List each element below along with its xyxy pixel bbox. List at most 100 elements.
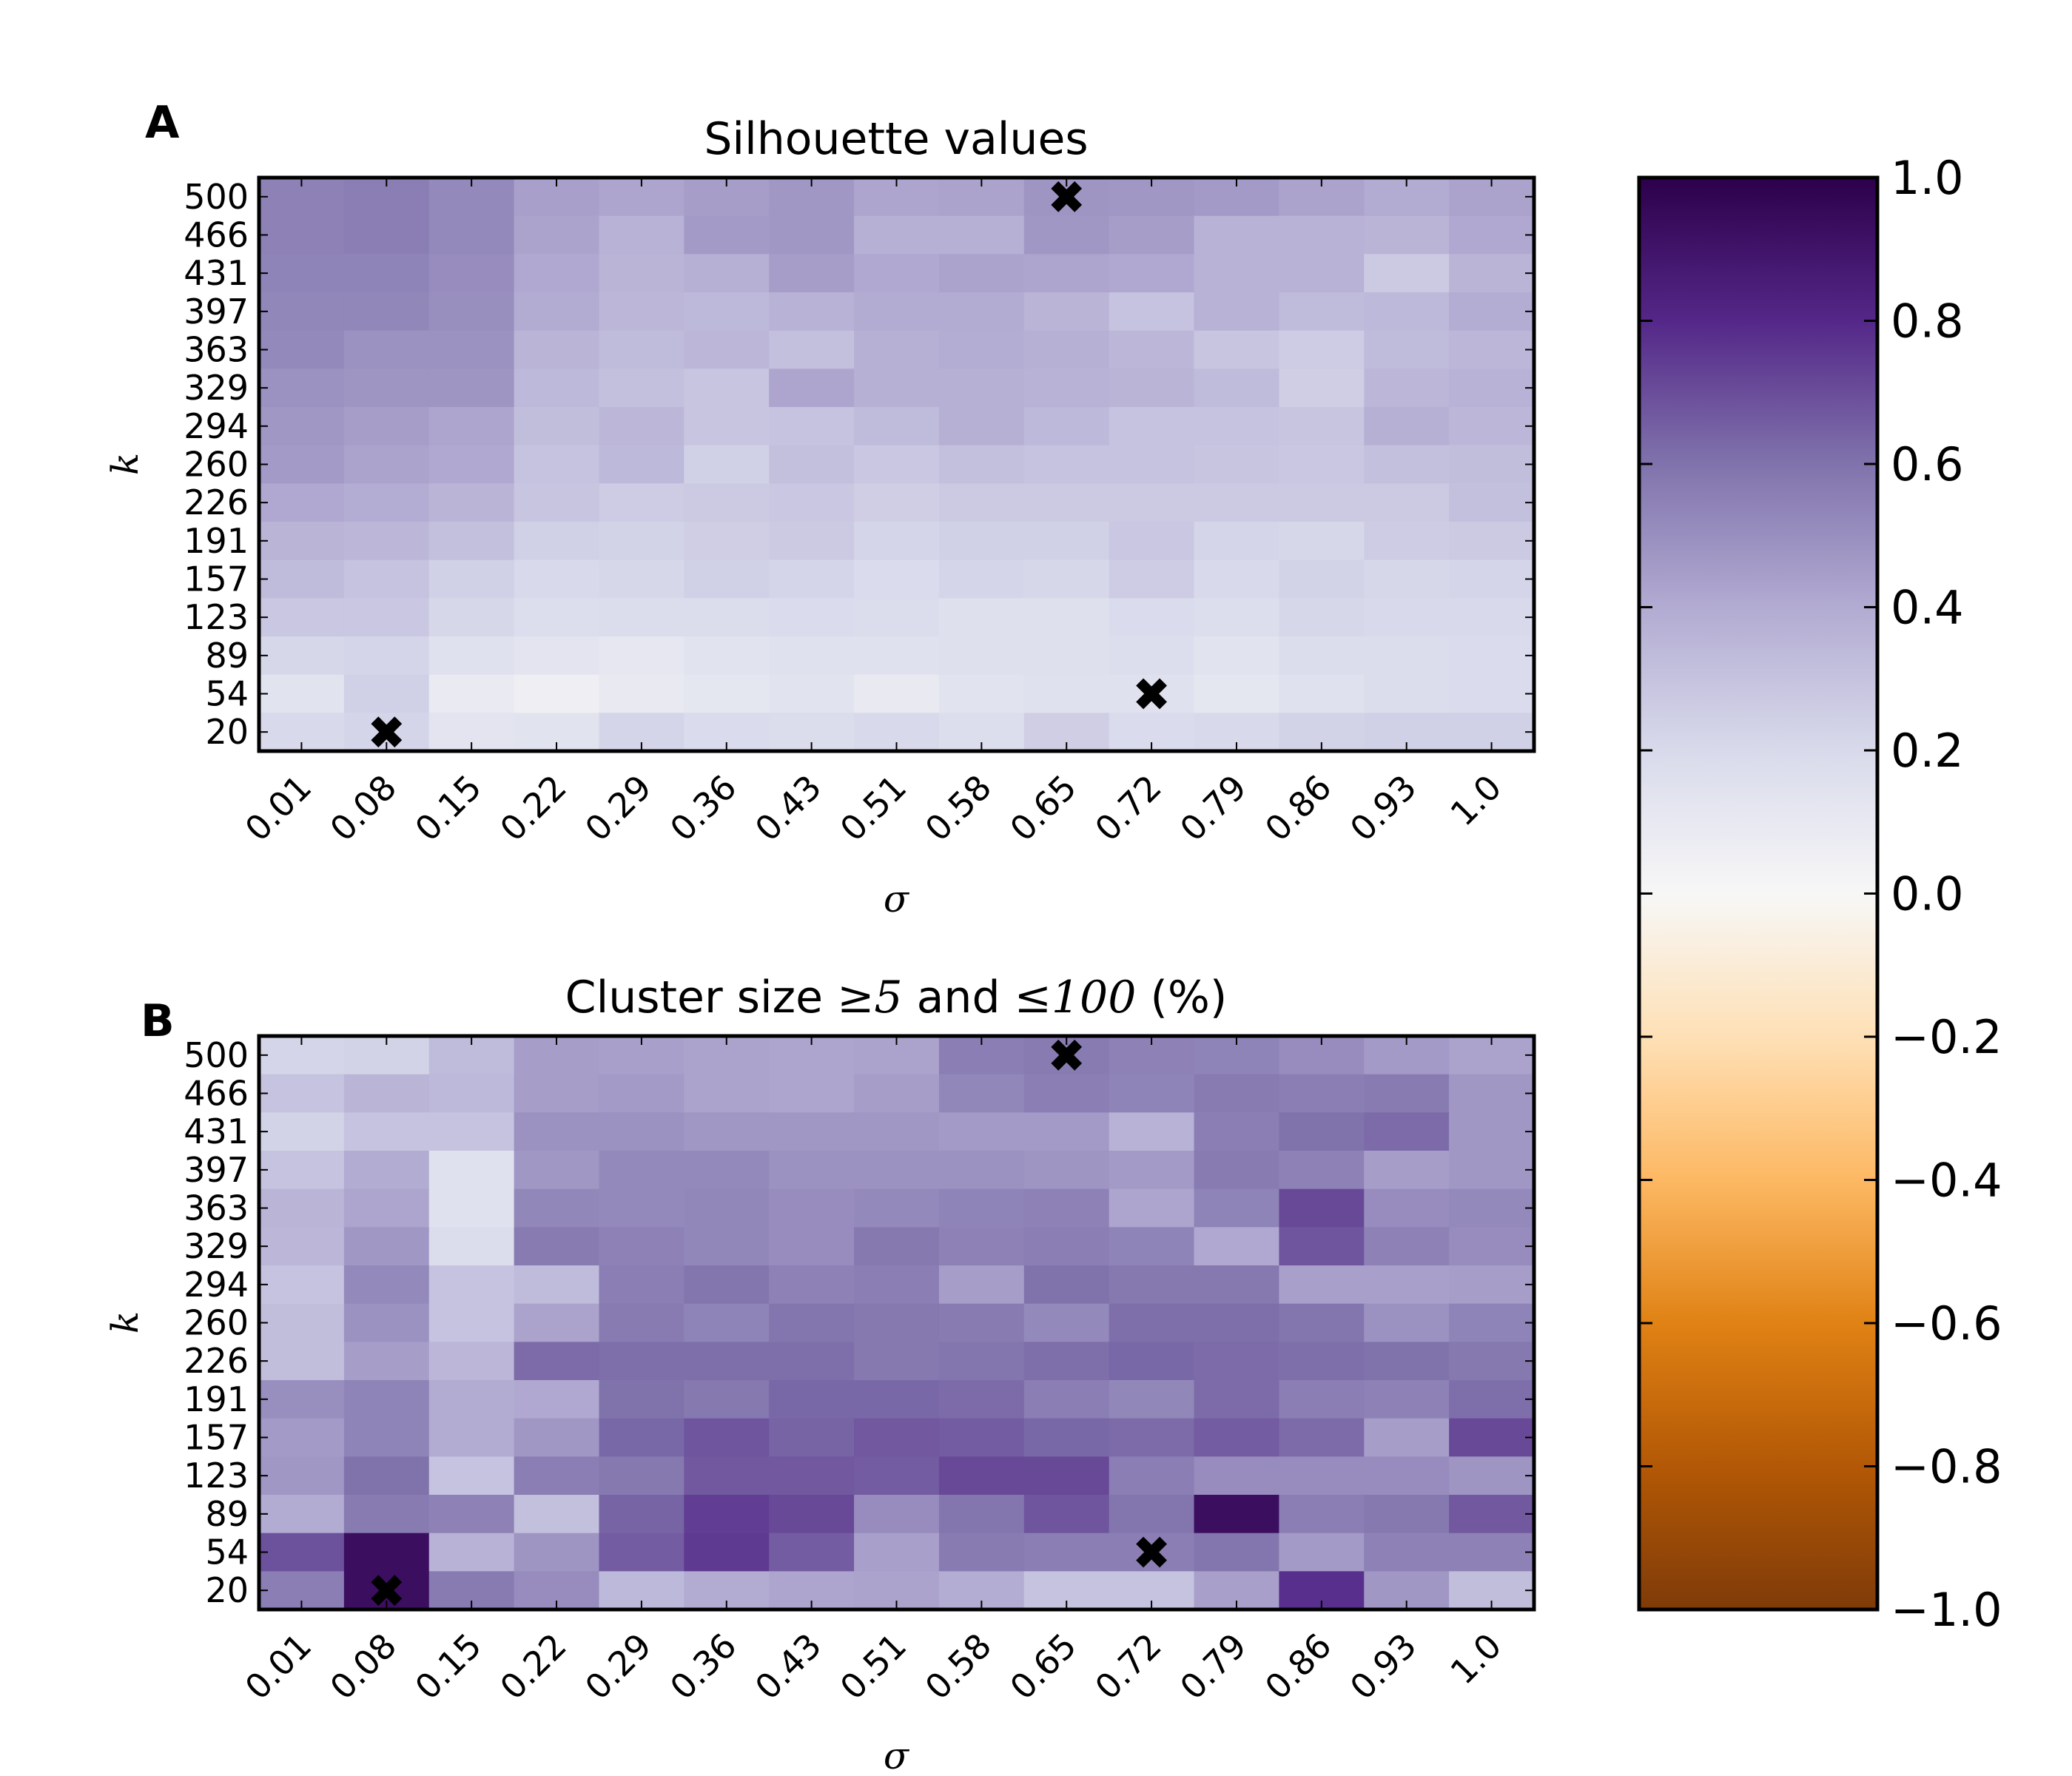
heatmap-cell [428,483,515,522]
heatmap-cell [854,369,940,408]
heatmap-cell [259,1495,345,1534]
heatmap-cell [1279,215,1365,255]
heatmap-cell [514,522,600,561]
colorbar-ticks: 1.0 0.8 0.6 0.4 0.2 0.0 −0.2 −0.4 −0.6 −0.8 −1.0 [1639,151,2002,1637]
heatmap-cell [343,292,430,332]
heatmap-cell [769,1342,855,1381]
x-tick-label: 0.93 [1342,767,1424,850]
heatmap-cell [343,598,430,637]
heatmap-cell [1279,1303,1365,1342]
y-tick-label: 431 [184,1111,249,1151]
panel-a-xlabel: σ [884,878,910,921]
y-tick-label: 500 [184,1035,249,1075]
heatmap-cell [684,407,770,446]
heatmap-cell [1449,1418,1535,1457]
heatmap-cell [684,1456,770,1496]
heatmap-cell [259,1188,345,1228]
heatmap-cell [1279,1342,1365,1381]
heatmap-cell [1279,522,1365,561]
y-tick-label: 226 [184,482,249,522]
heatmap-cell [769,1188,855,1228]
heatmap-cell [854,407,940,446]
colorbar-tick-label: 0.4 [1891,581,1964,635]
heatmap-cell [1109,1112,1195,1151]
heatmap-cell [938,636,1025,676]
heatmap-cell [769,1151,855,1190]
heatmap-cell [343,1380,430,1419]
heatmap-cell [769,215,855,255]
heatmap-cell [1194,1265,1279,1305]
heatmap-cell [938,215,1025,255]
heatmap-cell [343,407,430,446]
heatmap-cell [428,1265,515,1305]
heatmap-cell [259,559,345,599]
y-tick-label: 20 [205,712,249,752]
heatmap-cell [684,598,770,637]
panel-b: B Cluster size ≥5 and ≤100 (%) 500466431… [104,972,1536,1776]
heatmap-b-cells [259,1036,1535,1610]
heatmap-cell [769,369,855,408]
heatmap-cell [343,1342,430,1381]
heatmap-cell [259,1074,345,1113]
heatmap-cell [1449,369,1535,408]
x-tick-label: 0.86 [1257,767,1339,850]
heatmap-b-markers [371,1039,1167,1607]
heatmap-cell [343,254,430,293]
heatmap-cell [1364,1265,1450,1305]
heatmap-cell [1194,1112,1279,1151]
heatmap-cell [769,1112,855,1151]
heatmap-cell [684,483,770,522]
heatmap-cell [684,522,770,561]
x-tick-label: 0.36 [662,1626,744,1708]
x-tick-label: 0.01 [238,1626,320,1708]
heatmap-cell [684,1074,770,1113]
heatmap-cell [684,1533,770,1572]
heatmap-cell [1449,1495,1535,1534]
colorbar-gradient [1639,178,1877,1610]
heatmap-cell [259,636,345,676]
heatmap-cell [428,1074,515,1113]
colorbar-tick-label: −0.4 [1891,1154,2002,1208]
y-tick-label: 89 [205,1494,249,1534]
heatmap-cell [1449,522,1535,561]
heatmap-cell [854,445,940,484]
heatmap-cell [1364,445,1450,484]
heatmap-cell [428,1342,515,1381]
heatmap-cell [428,1151,515,1190]
x-tick-label: 0.43 [747,767,830,850]
heatmap-cell [938,674,1025,713]
heatmap-cell [1109,559,1195,599]
heatmap-cell [1449,1112,1535,1151]
heatmap-cell [1023,1418,1110,1457]
heatmap-cell [1194,407,1279,446]
heatmap-cell [259,1151,345,1190]
x-tick-label: 0.22 [492,1626,574,1708]
heatmap-cell [1364,1151,1450,1190]
heatmap-cell [1364,483,1450,522]
heatmap-cell [684,636,770,676]
heatmap-cell [1109,483,1195,522]
heatmap-cell [1194,1342,1279,1381]
heatmap-cell [938,1342,1025,1381]
heatmap-cell [684,215,770,255]
heatmap-cell [1109,636,1195,676]
heatmap-cell [1023,407,1110,446]
x-tick-label: 0.58 [918,1626,1000,1708]
heatmap-cell [1279,1418,1365,1457]
heatmap-cell [259,1112,345,1151]
heatmap-cell [599,674,684,713]
heatmap-cell [428,598,515,637]
heatmap-cell [1023,559,1110,599]
heatmap-cell [343,330,430,369]
x-tick-label: 0.01 [238,767,320,850]
heatmap-cell [1279,1495,1365,1534]
heatmap-cell [1279,254,1365,293]
heatmap-cell [1364,1380,1450,1419]
heatmap-cell [769,292,855,332]
heatmap-cell [938,1456,1025,1496]
heatmap-cell [259,1456,345,1496]
heatmap-cell [854,1074,940,1113]
heatmap-cell [514,483,600,522]
y-tick-label: 89 [205,636,249,676]
